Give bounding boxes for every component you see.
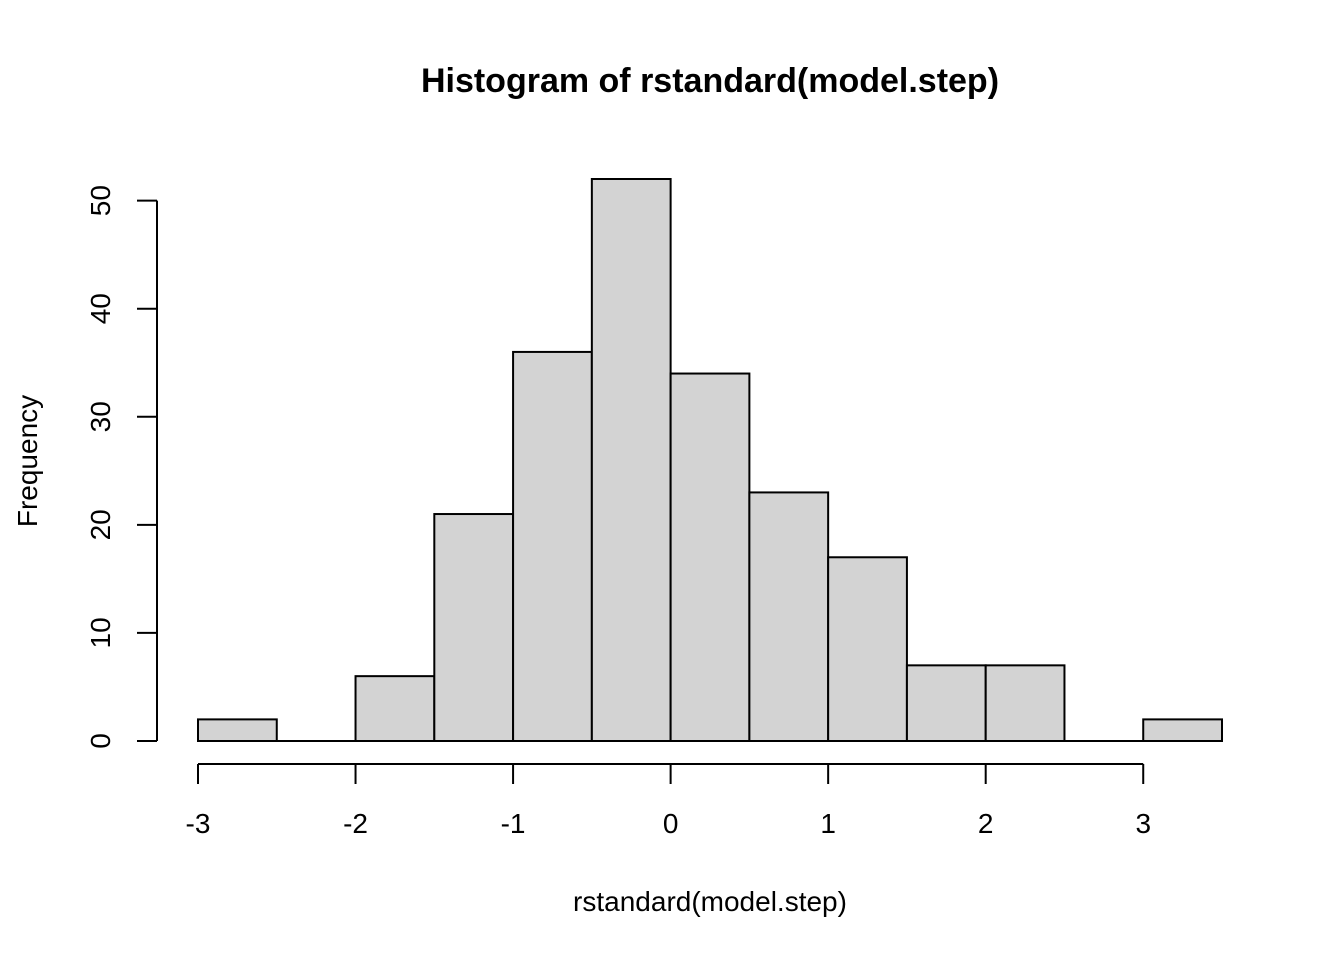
histogram-bar bbox=[748, 491, 830, 742]
x-tick-label: 2 bbox=[978, 808, 994, 839]
y-tick-label: 50 bbox=[85, 185, 116, 216]
y-axis: 0 10 20 30 40 50 bbox=[85, 185, 158, 749]
histogram-bar bbox=[197, 718, 278, 743]
histogram-bar bbox=[433, 513, 515, 742]
y-tick-label: 30 bbox=[85, 401, 116, 432]
histogram-bar bbox=[1142, 718, 1223, 743]
x-tick-label: -1 bbox=[501, 808, 526, 839]
histogram-bar bbox=[354, 675, 436, 743]
x-tick-label: 3 bbox=[1135, 808, 1151, 839]
chart-title: Histogram of rstandard(model.step) bbox=[421, 62, 999, 100]
y-axis-label: Frequency bbox=[12, 395, 43, 527]
x-tick-label: -2 bbox=[343, 808, 368, 839]
histogram-bar bbox=[984, 664, 1066, 742]
y-tick-label: 40 bbox=[85, 293, 116, 324]
histogram-bar bbox=[827, 556, 908, 742]
histogram-bar bbox=[905, 664, 987, 742]
histogram-bar bbox=[669, 372, 751, 742]
y-tick-label: 20 bbox=[85, 509, 116, 540]
histogram-bar bbox=[590, 178, 672, 742]
x-tick-label: -3 bbox=[186, 808, 211, 839]
histogram-bar bbox=[512, 350, 593, 742]
x-tick-label: 0 bbox=[663, 808, 679, 839]
bars-group bbox=[197, 178, 1223, 743]
y-tick-label: 0 bbox=[85, 733, 116, 749]
x-tick-label: 1 bbox=[820, 808, 836, 839]
x-axis: -3 -2 -1 0 1 2 3 bbox=[186, 763, 1151, 839]
y-tick-label: 10 bbox=[85, 617, 116, 648]
x-axis-label: rstandard(model.step) bbox=[573, 886, 847, 917]
